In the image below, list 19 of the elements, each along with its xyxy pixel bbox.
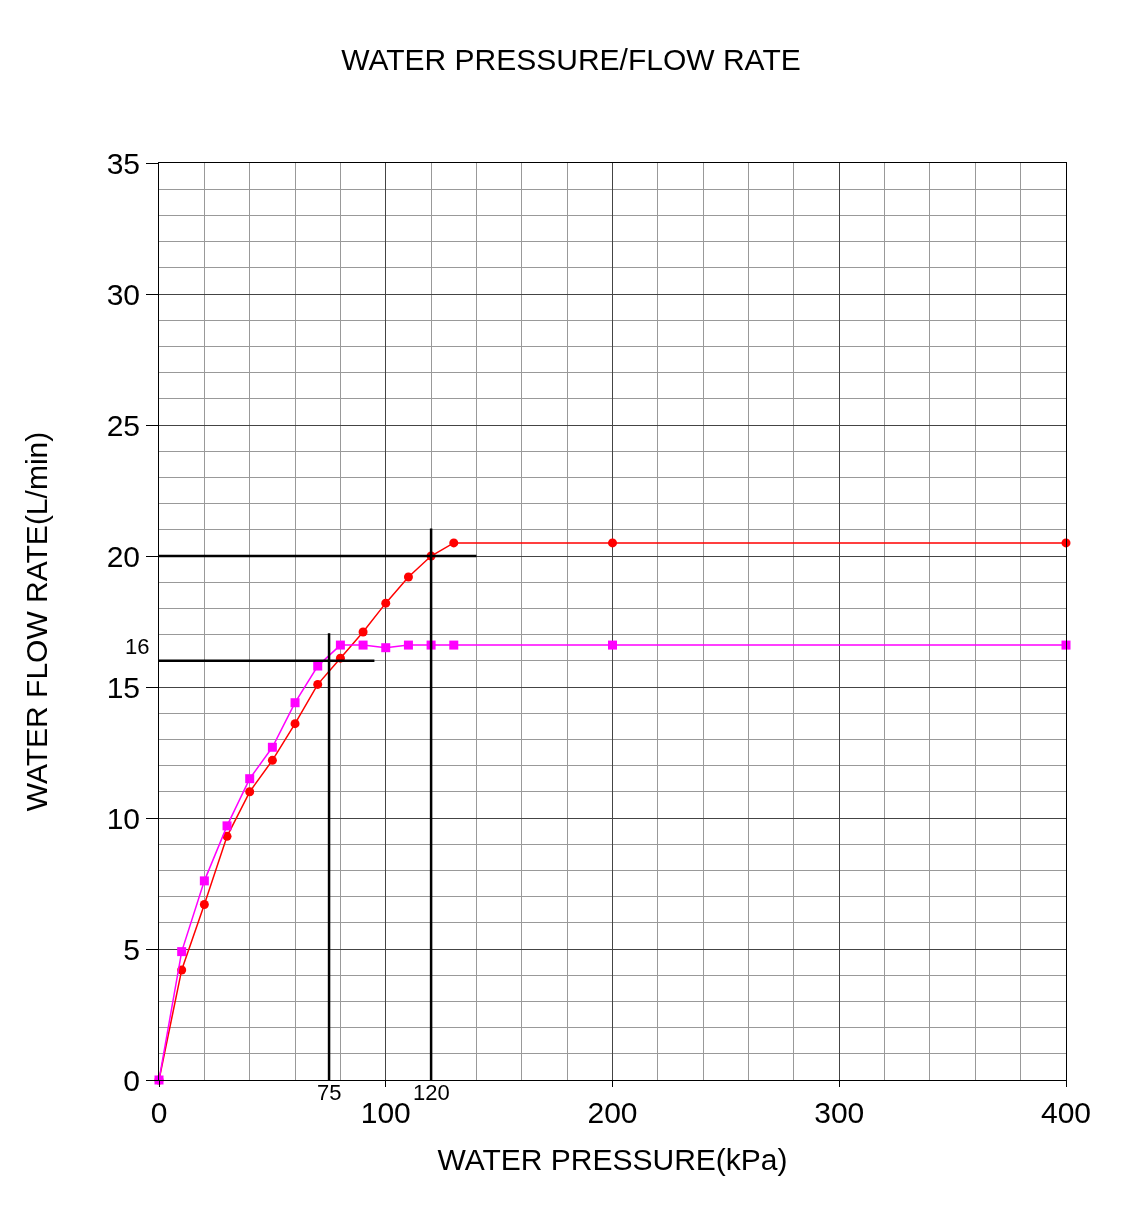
x-tick-label: 100 (360, 1096, 411, 1129)
y-tick-label: 5 (123, 932, 140, 966)
y-tick-label: 0 (123, 1063, 140, 1097)
ref-line-label: 16 (125, 634, 150, 659)
y-tick-label: 20 (106, 539, 140, 573)
y-axis-title: WATER FLOW RATE(L/min) (19, 431, 53, 812)
ref-line-label: 120 (413, 1080, 450, 1105)
x-tick-label: 300 (814, 1096, 865, 1129)
x-tick-label: 200 (587, 1096, 638, 1129)
x-tick-label: 400 (1040, 1096, 1092, 1129)
chart-title: WATER PRESSURE/FLOW RATE (341, 42, 801, 76)
y-tick-label: 35 (106, 146, 140, 180)
x-axis-title: WATER PRESSURE(kPa) (437, 1142, 788, 1176)
y-tick-label: 15 (106, 670, 140, 704)
y-tick-label: 30 (106, 277, 140, 311)
x-tick-label: 0 (150, 1096, 168, 1129)
ref-line-label: 75 (317, 1080, 342, 1105)
y-tick-label: 10 (106, 801, 140, 835)
y-tick-label: 25 (106, 408, 140, 442)
